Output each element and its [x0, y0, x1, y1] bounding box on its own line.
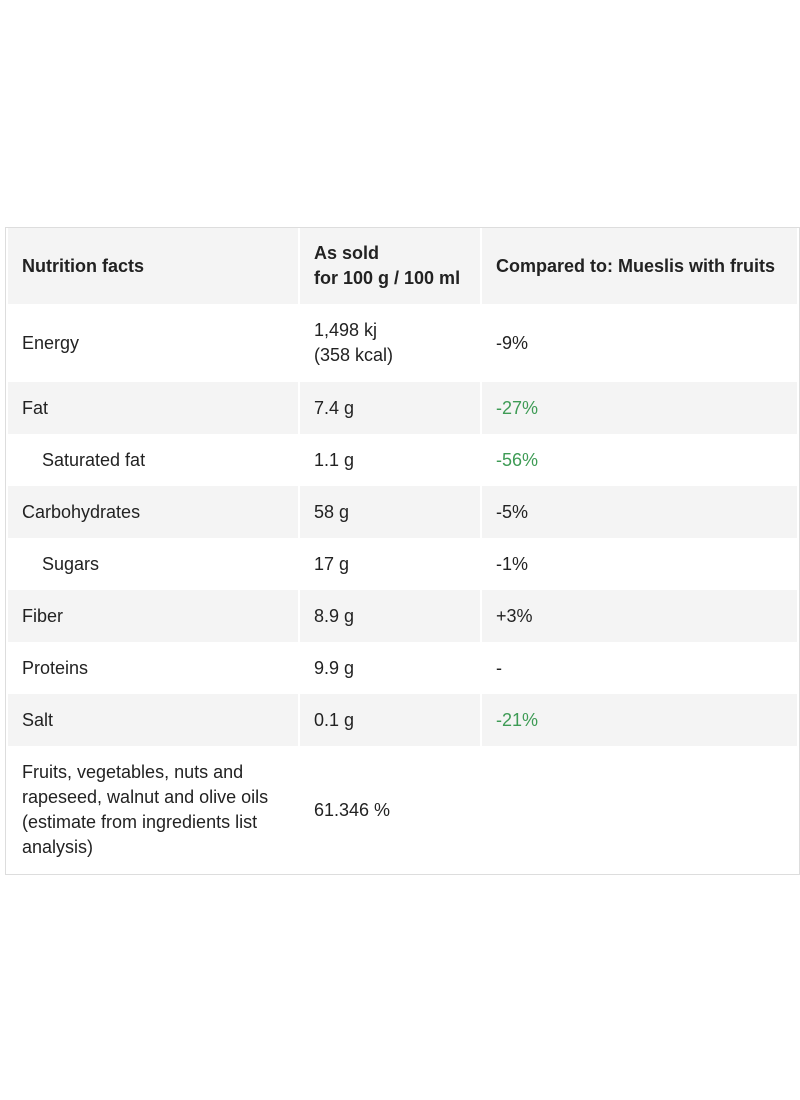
table-row: Energy 1,498 kj (358 kcal) -9% — [8, 304, 797, 382]
table-row: Salt 0.1 g -21% — [8, 694, 797, 746]
nutrient-name: Fruits, vegetables, nuts and rapeseed, w… — [22, 762, 269, 857]
value-cell: 1,498 kj (358 kcal) — [300, 304, 480, 382]
compare-cell: -5% — [482, 486, 797, 538]
nutrition-table: Nutrition facts As sold for 100 g / 100 ml… — [5, 227, 800, 875]
nutrient-name: Fiber — [8, 590, 298, 642]
value-line: 8.9 g — [314, 605, 355, 626]
nutrient-name: Salt — [8, 694, 298, 746]
nutrient-name: Fat — [8, 382, 298, 434]
header-cell: As sold for 100 g / 100 ml — [300, 228, 480, 304]
value-line: 17 g — [314, 553, 350, 574]
nutrient-name: Carbohydrates — [8, 486, 298, 538]
header-cell: Nutrition facts — [8, 228, 298, 304]
value-cell: 0.1 g — [300, 694, 480, 746]
table-row: Fruits, vegetables, nuts and rapeseed, w… — [8, 746, 797, 874]
header-cell: Compared to: Mueslis with fruits — [482, 228, 797, 304]
header-row: Nutrition facts As sold for 100 g / 100 ml… — [8, 228, 797, 304]
value-cell: 58 g — [300, 486, 480, 538]
table-row: Fiber 8.9 g +3% — [8, 590, 797, 642]
compare-cell: -21% — [482, 694, 797, 746]
compare-cell — [482, 746, 797, 874]
table: Nutrition facts As sold for 100 g / 100 ml… — [6, 228, 799, 874]
value-cell: 9.9 g — [300, 642, 480, 694]
nutrient-name: Energy — [22, 332, 80, 353]
value-line: 58 g — [314, 501, 350, 522]
compare-cell: -1% — [496, 553, 529, 574]
value-line: 1.1 g — [314, 449, 355, 470]
value-line: 61.346 % — [314, 799, 391, 820]
table-row: Carbohydrates 58 g -5% — [8, 486, 797, 538]
header-line: As sold — [314, 243, 380, 263]
value-cell: 8.9 g — [300, 590, 480, 642]
value-cell: 61.346 % — [300, 746, 480, 874]
value-line: 1,498 kj — [314, 320, 378, 340]
value-line: (358 kcal) — [314, 345, 394, 365]
compare-cell: -56% — [496, 449, 539, 470]
nutrient-name: Proteins — [22, 657, 89, 678]
value-cell: 1.1 g — [300, 434, 480, 486]
value-line: 7.4 g — [314, 397, 355, 418]
value-cell: 17 g — [300, 538, 480, 590]
table-row: Fat 7.4 g -27% — [8, 382, 797, 434]
compare-cell: - — [496, 657, 502, 678]
table-row: Saturated fat 1.1 g -56% — [8, 434, 797, 486]
table-row: Sugars 17 g -1% — [8, 538, 797, 590]
nutrient-name: Saturated fat — [42, 449, 146, 470]
compare-cell: -9% — [496, 332, 529, 353]
header-line: for 100 g / 100 ml — [314, 268, 461, 288]
nutrient-name: Sugars — [42, 553, 100, 574]
value-line: 0.1 g — [314, 709, 355, 730]
compare-cell: +3% — [482, 590, 797, 642]
table-row: Proteins 9.9 g - — [8, 642, 797, 694]
value-line: 9.9 g — [314, 657, 355, 678]
value-cell: 7.4 g — [300, 382, 480, 434]
compare-cell: -27% — [482, 382, 797, 434]
